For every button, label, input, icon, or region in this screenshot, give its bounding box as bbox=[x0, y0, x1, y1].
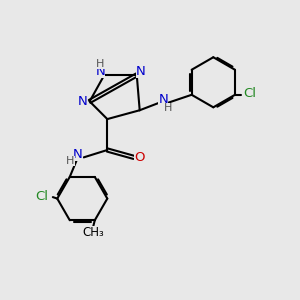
Text: CH₃: CH₃ bbox=[82, 226, 104, 239]
Text: N: N bbox=[136, 64, 146, 78]
Text: N: N bbox=[73, 148, 83, 161]
Text: H: H bbox=[164, 103, 172, 113]
Text: N: N bbox=[96, 65, 105, 79]
Text: H: H bbox=[96, 59, 105, 69]
Text: Cl: Cl bbox=[243, 87, 256, 100]
Text: N: N bbox=[77, 95, 87, 108]
Text: Cl: Cl bbox=[35, 190, 48, 203]
Text: O: O bbox=[134, 151, 145, 164]
Text: N: N bbox=[158, 93, 168, 106]
Text: H: H bbox=[66, 156, 75, 166]
